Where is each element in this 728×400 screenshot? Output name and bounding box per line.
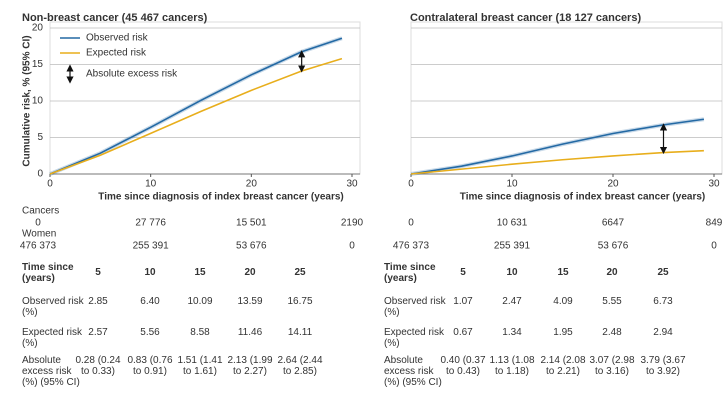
table-header: 15 xyxy=(194,267,206,278)
at-risk-value: 0 xyxy=(408,218,414,229)
table-header: 10 xyxy=(144,267,156,278)
at-risk-value: 476 373 xyxy=(393,241,430,252)
at-risk-value: 255 391 xyxy=(133,241,170,252)
table-cell: 13.59 xyxy=(237,296,263,307)
table-cell: 14.11 xyxy=(287,327,313,338)
table-header: 15 xyxy=(557,267,569,278)
table-header: 25 xyxy=(294,267,306,278)
at-risk-value: 27 776 xyxy=(135,218,166,229)
x-tick-label: 10 xyxy=(506,179,518,190)
at-risk-value: 15 501 xyxy=(236,218,267,229)
table-cell: 8.58 xyxy=(190,327,210,338)
table-cell: 6.40 xyxy=(140,296,160,307)
y-tick-label: 5 xyxy=(37,132,43,143)
at-risk-value: 0 xyxy=(711,241,717,252)
table-header: 20 xyxy=(244,267,256,278)
at-risk-value: 6647 xyxy=(602,218,625,229)
table-header: 10 xyxy=(506,267,518,278)
at-risk-value: 255 391 xyxy=(494,241,531,252)
table-cell: 1.95 xyxy=(553,327,573,338)
x-axis-label: Time since diagnosis of index breast can… xyxy=(98,192,343,203)
ci-band xyxy=(410,117,705,176)
x-axis-label: Time since diagnosis of index breast can… xyxy=(460,192,705,203)
row-label: Absolute excess risk (%) (95% CI) xyxy=(22,355,80,388)
table-cell: 1.13 (1.08 to 1.18) xyxy=(489,355,535,377)
table-cell: 4.09 xyxy=(553,296,573,307)
table-cell: 11.46 xyxy=(237,327,263,338)
at-risk-value: 0 xyxy=(35,218,41,229)
x-tick-label: 20 xyxy=(607,179,619,190)
table-cell: 2.47 xyxy=(502,296,522,307)
row-label: Observed risk (%) xyxy=(22,296,84,318)
at-risk-value: 53 676 xyxy=(236,241,267,252)
legend-label: Expected risk xyxy=(86,48,147,59)
chart-title: Non-breast cancer (45 467 cancers) xyxy=(22,12,208,24)
table-cell: 10.09 xyxy=(187,296,213,307)
table-cell: 2.13 (1.99 to 2.27) xyxy=(227,355,273,377)
table-header: 25 xyxy=(657,267,669,278)
table-cell: 1.07 xyxy=(453,296,473,307)
legend-label: Observed risk xyxy=(86,33,149,44)
row-label: Expected risk (%) xyxy=(22,327,83,349)
y-tick-label: 15 xyxy=(32,59,44,70)
x-tick-label: 10 xyxy=(145,179,157,190)
table-cell: 5.55 xyxy=(602,296,622,307)
table-cell: 2.14 (2.08 to 2.21) xyxy=(540,355,586,377)
y-tick-label: 10 xyxy=(32,96,44,107)
chart-title: Contralateral breast cancer (18 127 canc… xyxy=(410,12,641,24)
table-header: 5 xyxy=(460,267,466,278)
table-cell: 2.94 xyxy=(653,327,673,338)
row-label: Absolute excess risk (%) (95% CI) xyxy=(384,355,442,388)
table-cell: 16.75 xyxy=(287,296,313,307)
table-cell: 1.51 (1.41 to 1.61) xyxy=(177,355,223,377)
table-header: 20 xyxy=(606,267,618,278)
y-axis-label: Cumulative risk, % (95% CI) xyxy=(22,35,33,166)
x-tick-label: 0 xyxy=(47,179,53,190)
x-tick-label: 30 xyxy=(346,179,358,190)
series-line xyxy=(410,149,704,175)
at-risk-label: Cancers xyxy=(22,206,59,217)
table-cell: 3.79 (3.67 to 3.92) xyxy=(640,355,686,377)
table-header: Time since (years) xyxy=(384,262,436,284)
table-cell: 0.28 (0.24 to 0.33) xyxy=(75,355,121,377)
at-risk-value: 849 xyxy=(706,218,723,229)
table-cell: 3.07 (2.98 to 3.16) xyxy=(589,355,635,377)
table-cell: 5.56 xyxy=(140,327,160,338)
table-cell: 0.67 xyxy=(453,327,473,338)
x-tick-label: 30 xyxy=(708,179,720,190)
at-risk-value: 476 373 xyxy=(20,241,57,252)
table-cell: 2.85 xyxy=(88,296,108,307)
at-risk-value: 2190 xyxy=(341,218,364,229)
table-cell: 0.83 (0.76 to 0.91) xyxy=(127,355,173,377)
legend-label: Absolute excess risk xyxy=(86,69,178,80)
table-cell: 0.40 (0.37 to 0.43) xyxy=(440,355,486,377)
at-risk-value: 0 xyxy=(349,241,355,252)
table-header: Time since (years) xyxy=(22,262,74,284)
at-risk-label: Women xyxy=(22,229,56,240)
at-risk-value: 10 631 xyxy=(497,218,528,229)
y-tick-label: 0 xyxy=(37,169,43,180)
at-risk-value: 53 676 xyxy=(598,241,629,252)
x-tick-label: 0 xyxy=(408,179,414,190)
row-label: Observed risk (%) xyxy=(384,296,446,318)
table-header: 5 xyxy=(95,267,101,278)
table-cell: 2.48 xyxy=(602,327,622,338)
x-tick-label: 20 xyxy=(246,179,258,190)
table-cell: 6.73 xyxy=(653,296,673,307)
table-cell: 1.34 xyxy=(502,327,522,338)
table-cell: 2.57 xyxy=(88,327,108,338)
table-cell: 2.64 (2.44 to 2.85) xyxy=(277,355,323,377)
y-tick-label: 20 xyxy=(32,23,44,34)
row-label: Expected risk (%) xyxy=(384,327,445,349)
